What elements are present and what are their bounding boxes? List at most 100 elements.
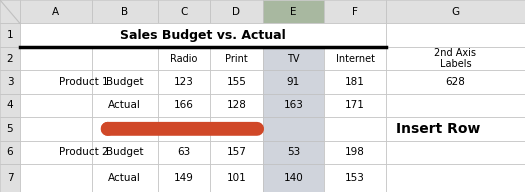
Text: A: A [52, 7, 59, 17]
Text: Actual: Actual [108, 173, 141, 183]
Text: 166: 166 [174, 100, 194, 110]
Bar [386, 70, 525, 94]
Text: 628: 628 [446, 77, 465, 87]
Text: Internet: Internet [335, 54, 375, 64]
Text: 2nd Axis
Labels: 2nd Axis Labels [434, 48, 476, 69]
Text: 101: 101 [226, 173, 246, 183]
Text: 198: 198 [345, 147, 365, 157]
Bar [324, 0, 386, 23]
Bar [262, 117, 324, 141]
Text: 123: 123 [174, 77, 194, 87]
Text: Print: Print [225, 54, 248, 64]
Text: 5: 5 [7, 124, 13, 134]
Bar [158, 94, 210, 117]
Text: 6: 6 [7, 147, 13, 157]
Text: 53: 53 [287, 147, 300, 157]
Text: F: F [352, 7, 358, 17]
Text: Product 1: Product 1 [59, 77, 108, 87]
Bar [262, 70, 324, 94]
Text: D: D [232, 7, 240, 17]
Bar [92, 94, 158, 117]
Text: Insert Row: Insert Row [396, 122, 481, 136]
Bar [0, 23, 20, 47]
Text: 163: 163 [284, 100, 303, 110]
Bar [324, 47, 386, 70]
Bar [92, 117, 158, 141]
Bar [20, 117, 92, 141]
Bar [158, 141, 210, 164]
Text: 3: 3 [7, 77, 13, 87]
Text: Sales Budget vs. Actual: Sales Budget vs. Actual [120, 29, 286, 42]
Bar [0, 141, 20, 164]
Text: 153: 153 [345, 173, 365, 183]
Bar [92, 70, 158, 94]
Bar [386, 47, 525, 70]
Bar [386, 117, 525, 141]
Text: B: B [121, 7, 128, 17]
Bar [92, 47, 158, 70]
Bar [158, 47, 210, 70]
Bar [20, 70, 92, 94]
Bar [0, 164, 20, 192]
Text: 63: 63 [177, 147, 191, 157]
Bar [262, 164, 324, 192]
Bar [20, 164, 92, 192]
Bar [262, 0, 324, 23]
Bar [210, 141, 262, 164]
Text: 1: 1 [7, 30, 13, 40]
Bar [210, 47, 262, 70]
Text: 157: 157 [226, 147, 246, 157]
Bar [20, 23, 386, 47]
Bar [0, 117, 20, 141]
Bar [158, 0, 210, 23]
Bar [324, 117, 386, 141]
Text: 155: 155 [226, 77, 246, 87]
Bar [210, 0, 262, 23]
Text: TV: TV [287, 54, 300, 64]
Text: 91: 91 [287, 77, 300, 87]
Bar [210, 94, 262, 117]
Bar [20, 0, 92, 23]
Bar [262, 94, 324, 117]
Bar [210, 70, 262, 94]
Bar [210, 164, 262, 192]
Bar [262, 141, 324, 164]
Bar [386, 23, 525, 47]
Bar [20, 47, 92, 70]
Bar [324, 164, 386, 192]
Bar [324, 94, 386, 117]
Text: C: C [180, 7, 187, 17]
Bar [386, 0, 525, 23]
Text: Budget: Budget [106, 77, 143, 87]
Text: Budget: Budget [106, 147, 143, 157]
Bar [20, 141, 92, 164]
Text: E: E [290, 7, 297, 17]
Bar [92, 164, 158, 192]
Text: 4: 4 [7, 100, 13, 110]
Bar [386, 164, 525, 192]
Bar [158, 117, 210, 141]
Bar [386, 141, 525, 164]
Text: Radio: Radio [170, 54, 197, 64]
Bar [324, 70, 386, 94]
Bar [210, 117, 262, 141]
Bar [0, 94, 20, 117]
Text: Product 2: Product 2 [59, 147, 108, 157]
Text: 7: 7 [7, 173, 13, 183]
Bar [262, 47, 324, 70]
Bar [92, 141, 158, 164]
Bar [158, 164, 210, 192]
Bar [0, 70, 20, 94]
Text: 149: 149 [174, 173, 194, 183]
Text: 171: 171 [345, 100, 365, 110]
Bar [386, 94, 525, 117]
Text: 140: 140 [284, 173, 303, 183]
Text: Actual: Actual [108, 100, 141, 110]
Bar [20, 94, 92, 117]
Bar [324, 141, 386, 164]
Bar [158, 70, 210, 94]
Text: 181: 181 [345, 77, 365, 87]
Text: 128: 128 [226, 100, 246, 110]
Text: G: G [452, 7, 459, 17]
Text: 2: 2 [7, 54, 13, 64]
